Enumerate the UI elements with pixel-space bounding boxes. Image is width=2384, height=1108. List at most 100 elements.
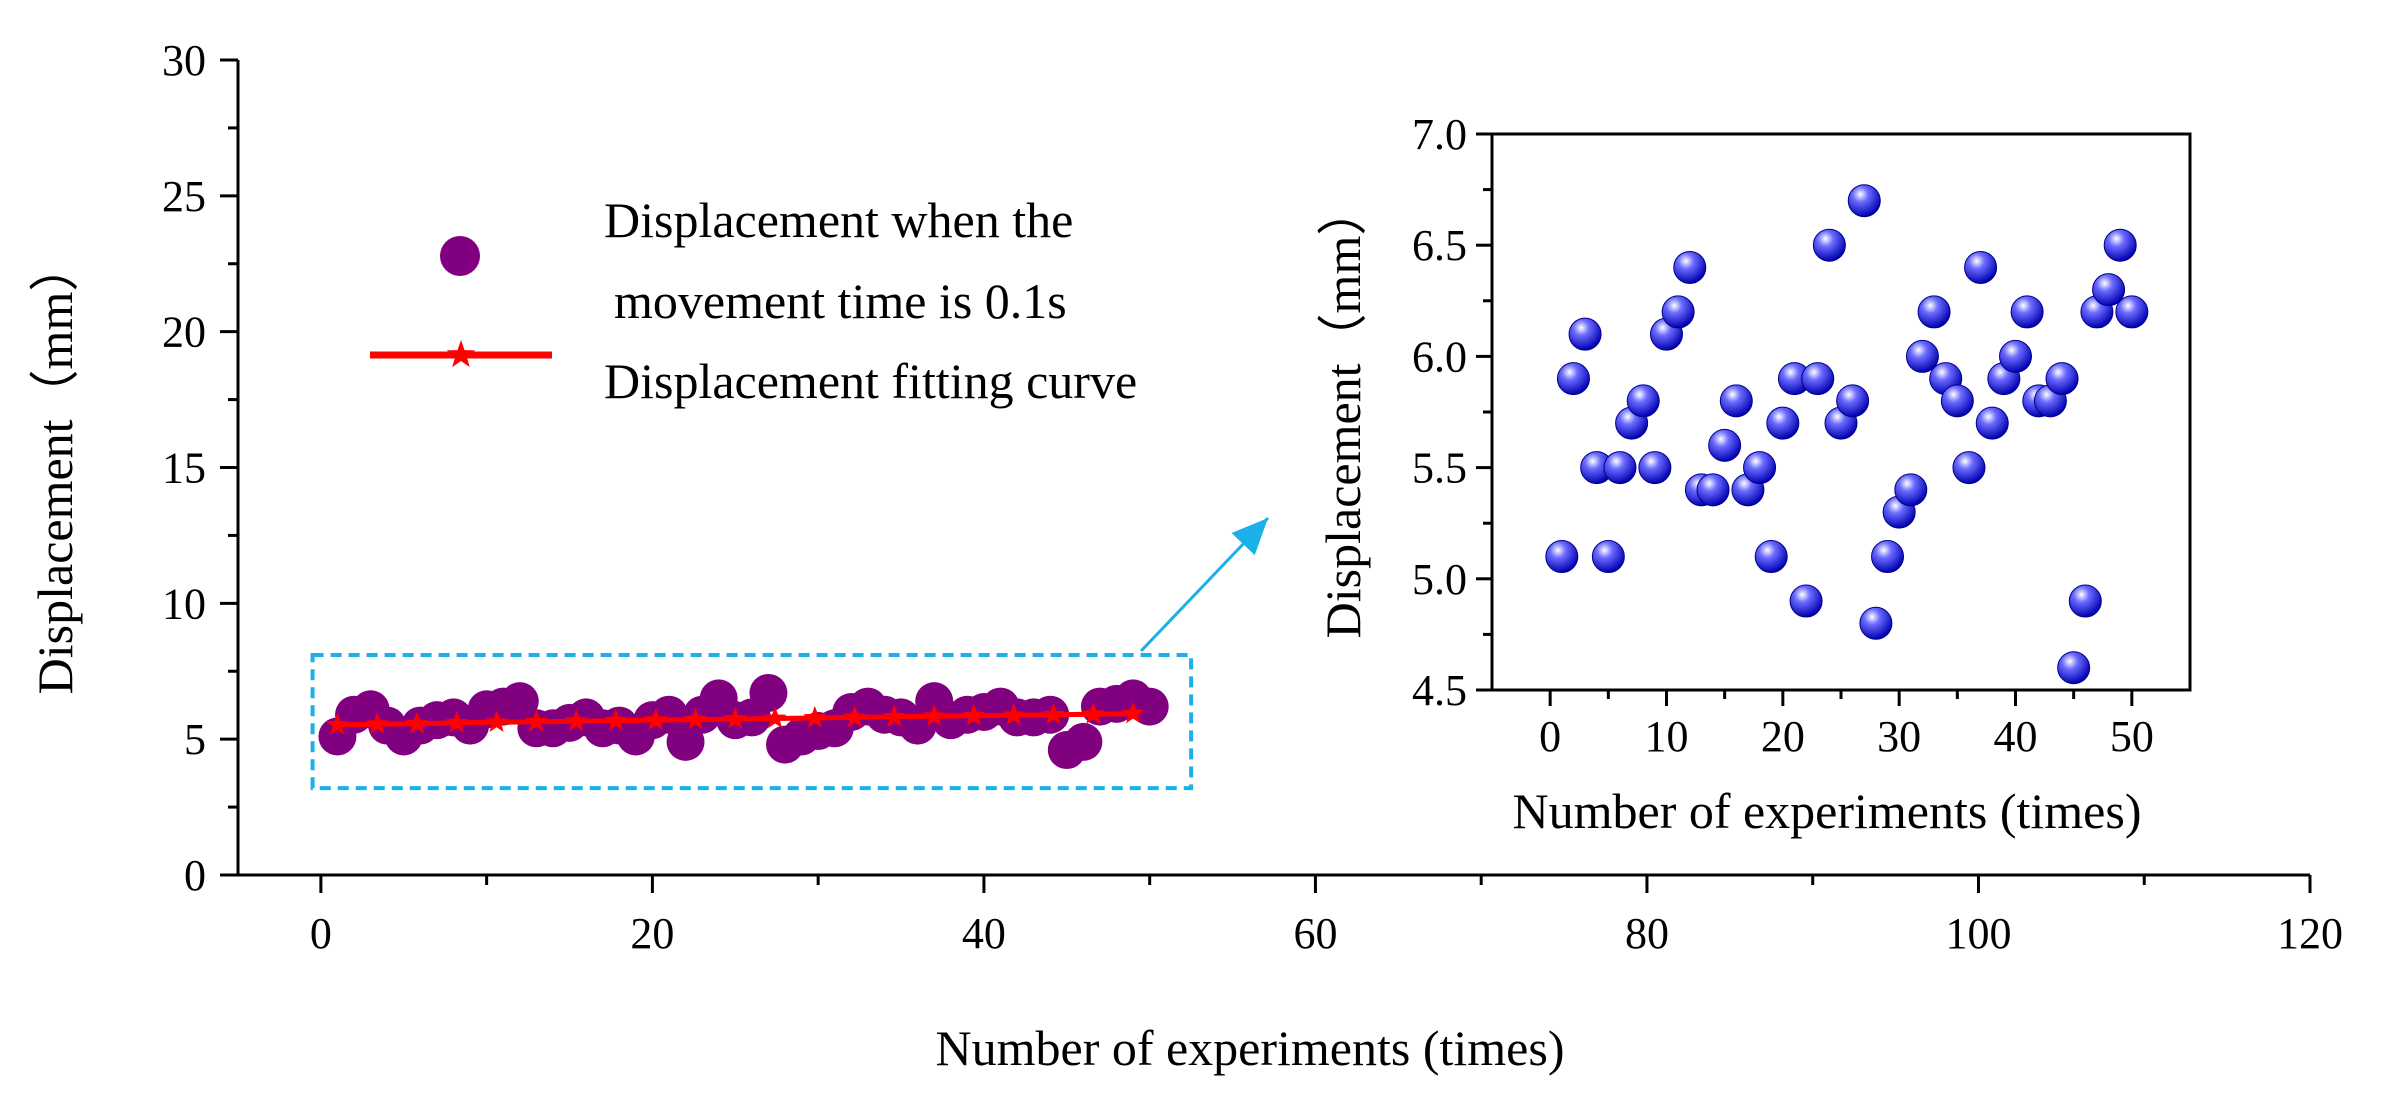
inset-data-point: [1556, 362, 1590, 396]
main-data-point: [666, 722, 705, 761]
fitting-curve-star: [684, 707, 707, 730]
inset-data-point: [1940, 384, 1974, 418]
inset-x-tick-label: 30: [1877, 712, 1921, 761]
fitting-curve-star: [1002, 703, 1026, 725]
inset-scatter-series: [1545, 184, 2149, 685]
main-scatter-series: [318, 673, 1169, 770]
fitting-curve-star: [723, 707, 747, 729]
inset-y-axis-title: Displacement（mm）: [1315, 186, 1371, 639]
inset-data-point: [2103, 228, 2137, 262]
legend-label-fit: Displacement fitting curve: [604, 353, 1137, 409]
legend-label-scatter-line1: Displacement when the: [604, 192, 1073, 248]
main-y-tick-label: 10: [162, 579, 206, 628]
main-x-ticks: 0 20 40 60 80 100 120: [310, 875, 2343, 958]
inset-data-point: [1708, 428, 1742, 462]
inset-y-tick-label: 7.0: [1412, 110, 1467, 159]
fitting-curve-star: [485, 710, 508, 732]
fitting-curve-star: [883, 704, 906, 727]
inset-data-point: [1696, 473, 1730, 507]
inset-data-point: [1952, 451, 1986, 485]
main-x-tick-label: 100: [1945, 909, 2011, 958]
inset-x-tick-label: 0: [1539, 712, 1561, 761]
main-x-axis-title: Number of experiments (times): [936, 1020, 1565, 1076]
legend-marker-star: [446, 340, 476, 368]
highlight-box: [310, 652, 1194, 791]
zoom-arrow-head: [1231, 518, 1268, 556]
fitting-curve-star: [564, 709, 588, 731]
fitting-curve-star: [525, 709, 548, 732]
fitting-curve-star: [1081, 702, 1105, 724]
main-y-tick-label: 30: [162, 36, 206, 85]
inset-data-point: [1754, 540, 1788, 574]
inset-data-point: [1859, 606, 1893, 640]
fitting-curve-star: [604, 708, 628, 731]
fitting-curve-star: [644, 708, 668, 730]
fitting-curve-star: [962, 703, 986, 726]
inset-x-tick-label: 50: [2110, 712, 2154, 761]
fitting-curve-star: [445, 710, 469, 733]
inset-x-tick-label: 20: [1761, 712, 1805, 761]
inset-y-tick-label: 5.5: [1412, 444, 1467, 493]
inset-data-point: [2045, 362, 2079, 396]
inset-y-ticks: 4.5 5.0 5.5 6.0 6.5 7.0: [1412, 110, 1492, 715]
highlight-layer: [310, 516, 1270, 791]
inset-data-point: [1591, 540, 1625, 574]
fitting-curve-star: [1042, 702, 1065, 725]
inset-x-ticks: 0 10 20 30 40 50: [1539, 690, 2154, 761]
legend: Displacement when the movement time is 0…: [370, 192, 1137, 409]
inset-y-tick-label: 6.5: [1412, 221, 1467, 270]
inset-y-tick-label: 6.0: [1412, 332, 1467, 381]
inset-data-point: [1964, 250, 1998, 284]
inset-data-point: [1638, 451, 1672, 485]
main-x-tick-label: 80: [1625, 909, 1669, 958]
inset-data-point: [1603, 451, 1637, 485]
main-y-axis-title: Displacement（mm）: [27, 242, 83, 695]
main-y-tick-label: 0: [184, 851, 206, 900]
inset-data-point: [1975, 406, 2009, 440]
main-x-tick-label: 120: [2277, 909, 2343, 958]
inset-data-point: [1626, 384, 1660, 418]
fitting-curve-star: [405, 711, 429, 734]
main-x-tick-label: 60: [1293, 909, 1337, 958]
inset-data-point: [1871, 540, 1905, 574]
inset-data-point: [1545, 540, 1579, 574]
inset-x-axis-title: Number of experiments (times): [1513, 783, 2142, 839]
inset-data-point: [1905, 339, 1939, 373]
main-y-tick-label: 25: [162, 172, 206, 221]
inset-x-tick-label: 10: [1645, 712, 1689, 761]
main-y-ticks: 0 5 10 15 20 25 30: [162, 36, 238, 900]
fitting-curve-star: [922, 704, 946, 727]
main-data-point: [500, 682, 539, 721]
inset-x-tick-label: 40: [1994, 712, 2038, 761]
fitting-curve-star: [365, 712, 389, 734]
main-data-point: [1130, 687, 1169, 726]
inset-data-point: [1917, 295, 1951, 329]
inset-data-point: [2068, 584, 2102, 618]
inset-data-point: [2092, 273, 2126, 307]
inset-data-point: [1661, 295, 1695, 329]
inset-data-point: [1789, 584, 1823, 618]
main-y-tick-label: 15: [162, 444, 206, 493]
inset-data-point: [1719, 384, 1753, 418]
main-x-tick-label: 20: [630, 909, 674, 958]
inset-data-point: [1568, 317, 1602, 351]
inset-data-point: [1743, 451, 1777, 485]
inset-data-point: [1836, 384, 1870, 418]
inset-data-point: [2057, 651, 2091, 685]
inset-data-point: [1673, 250, 1707, 284]
fitting-curve-star: [1121, 701, 1145, 724]
legend-marker-circle: [440, 236, 480, 276]
inset-plot: 0 10 20 30 40 50 4.5 5.0 5.5 6.0 6.5 7.0 Number of…: [1315, 110, 2192, 839]
main-plot: 0 20 40 60 80 100 120 0 5 10 15 20 25 30 Number of e…: [27, 36, 2343, 1076]
main-x-tick-label: 40: [962, 909, 1006, 958]
inset-data-point: [1894, 473, 1928, 507]
fitting-curve-star: [803, 706, 827, 728]
inset-data-point: [1847, 184, 1881, 218]
inset-data-point: [1766, 406, 1800, 440]
fitting-curve-series: [326, 701, 1145, 735]
fitting-curve-star: [326, 713, 349, 735]
fitting-curve-star: [843, 705, 866, 728]
inset-y-tick-label: 5.0: [1412, 555, 1467, 604]
main-y-tick-label: 5: [184, 715, 206, 764]
